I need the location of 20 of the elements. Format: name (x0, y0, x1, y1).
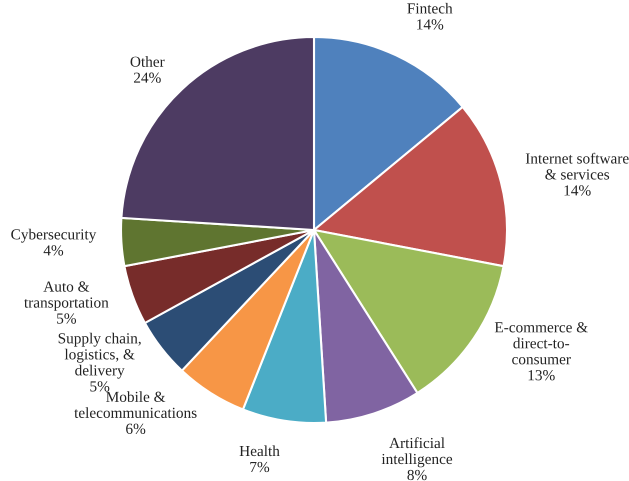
data-label: 24% (134, 72, 161, 83)
slice-label: Artificial intelligence (382, 437, 452, 468)
data-label: 14% (417, 19, 444, 30)
data-label: 6% (126, 424, 146, 434)
data-label: 7% (250, 462, 270, 472)
data-label: 4% (44, 245, 64, 256)
slice-label: Other (130, 56, 165, 67)
data-label: 5% (57, 313, 76, 324)
data-label: 13% (528, 370, 555, 380)
data-label: 8% (407, 470, 427, 480)
slice-label: Supply chain, logistics, & delivery (58, 332, 141, 379)
slice-label: Mobile & telecommunications (74, 391, 197, 418)
slice-label: Cybersecurity (11, 228, 96, 243)
slice-label: E-commerce & direct-to- consumer (494, 322, 588, 364)
slice-label: Auto & transportation (24, 281, 109, 311)
slice-label: Fintech (407, 2, 452, 14)
slice-label: Health (240, 445, 280, 456)
slice-label: Internet software & services (526, 152, 629, 180)
data-label: 14% (564, 185, 591, 196)
data-label: 5% (90, 381, 110, 392)
